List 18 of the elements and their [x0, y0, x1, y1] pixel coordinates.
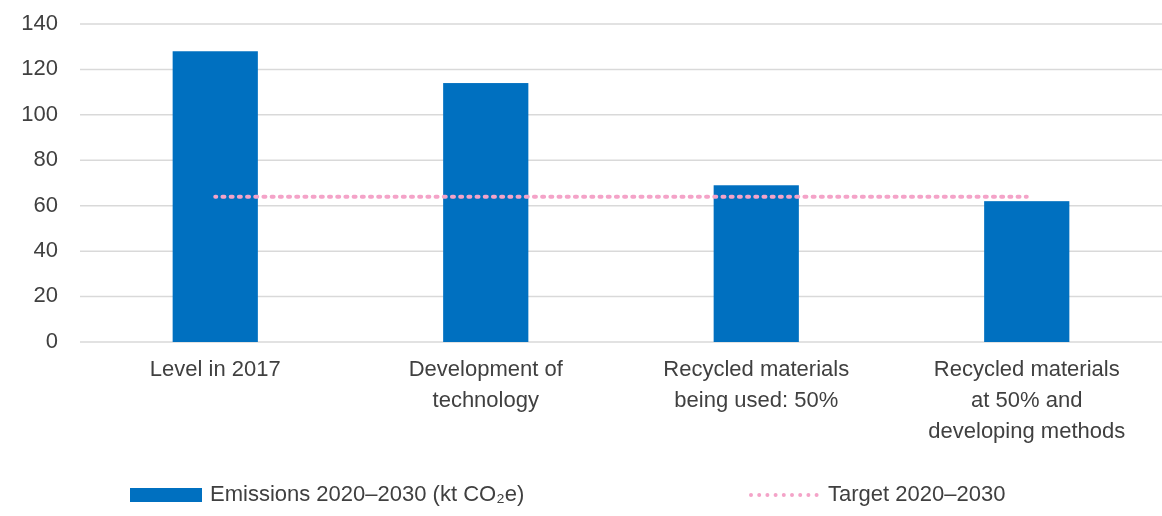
x-tick-label: Level in 2017 — [149, 356, 281, 381]
y-tick-label: 60 — [33, 191, 58, 217]
y-tick-label: 100 — [21, 100, 58, 126]
y-tick-label: 140 — [21, 9, 58, 35]
legend-label: Target 2020–2030 — [828, 480, 1006, 506]
y-tick-label: 40 — [33, 236, 58, 262]
x-tick-label: Development of technology — [408, 356, 564, 412]
x-tick-label: Recycled materials at 50% and developing methods — [928, 356, 1126, 443]
y-tick-label: 80 — [33, 146, 58, 172]
bar — [984, 201, 1070, 342]
bar — [443, 83, 529, 342]
bar — [172, 51, 258, 342]
y-tick-label: 0 — [45, 327, 58, 353]
bar — [713, 185, 799, 342]
x-tick-label: Recycled materials being used: 50% — [663, 356, 850, 412]
y-tick-label: 120 — [21, 55, 58, 81]
legend-label: Emissions 2020–2030 (kt CO₂e) — [210, 480, 525, 506]
y-tick-label: 20 — [33, 282, 58, 308]
